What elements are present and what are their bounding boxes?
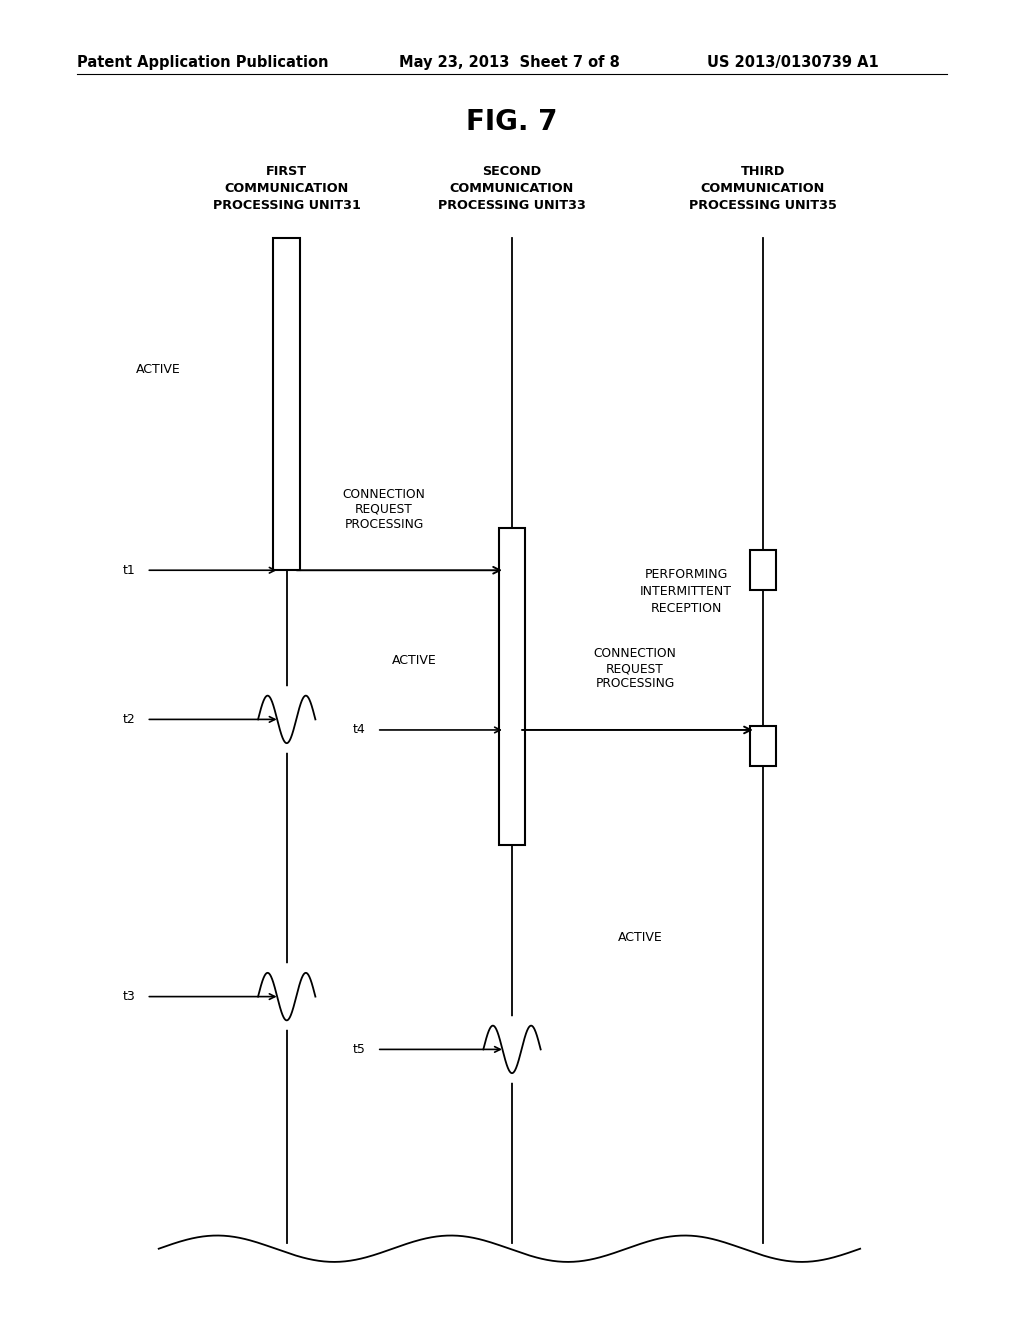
- Bar: [750, 550, 776, 590]
- Text: CONNECTION
REQUEST
PROCESSING: CONNECTION REQUEST PROCESSING: [594, 647, 676, 690]
- Text: FIRST
COMMUNICATION
PROCESSING UNIT31: FIRST COMMUNICATION PROCESSING UNIT31: [213, 165, 360, 213]
- Text: t5: t5: [352, 1043, 366, 1056]
- Text: t1: t1: [123, 564, 135, 577]
- Text: ACTIVE: ACTIVE: [136, 363, 181, 376]
- Text: CONNECTION
REQUEST
PROCESSING: CONNECTION REQUEST PROCESSING: [343, 487, 425, 531]
- Text: t3: t3: [123, 990, 135, 1003]
- Text: PERFORMING
INTERMITTENT
RECEPTION: PERFORMING INTERMITTENT RECEPTION: [640, 568, 732, 615]
- Text: ACTIVE: ACTIVE: [617, 931, 663, 944]
- Text: May 23, 2013  Sheet 7 of 8: May 23, 2013 Sheet 7 of 8: [399, 55, 621, 70]
- Bar: [273, 238, 300, 570]
- Text: t4: t4: [353, 723, 366, 737]
- Text: t2: t2: [123, 713, 135, 726]
- Bar: [750, 726, 776, 766]
- Text: THIRD
COMMUNICATION
PROCESSING UNIT35: THIRD COMMUNICATION PROCESSING UNIT35: [689, 165, 837, 213]
- Text: ACTIVE: ACTIVE: [392, 653, 437, 667]
- Bar: [499, 528, 525, 845]
- Text: Patent Application Publication: Patent Application Publication: [77, 55, 329, 70]
- Text: FIG. 7: FIG. 7: [466, 108, 558, 136]
- Text: SECOND
COMMUNICATION
PROCESSING UNIT33: SECOND COMMUNICATION PROCESSING UNIT33: [438, 165, 586, 213]
- Text: US 2013/0130739 A1: US 2013/0130739 A1: [707, 55, 879, 70]
